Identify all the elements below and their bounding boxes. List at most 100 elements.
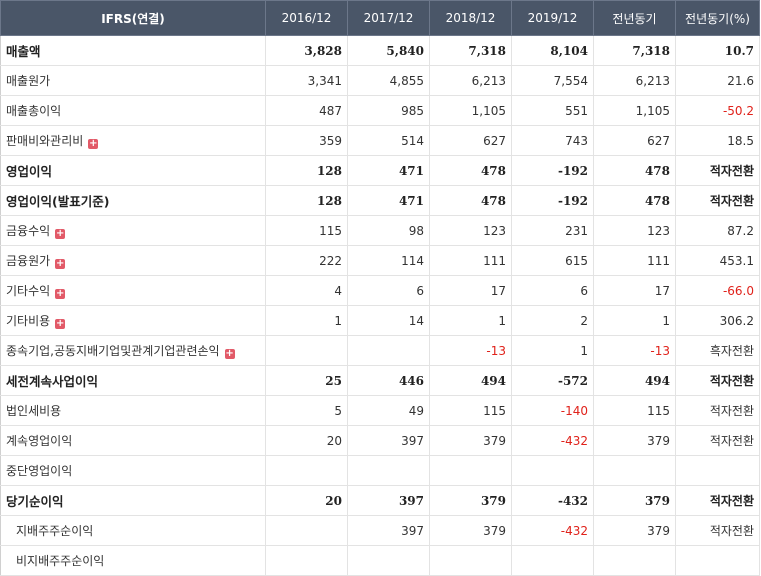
change-cell: -50.2 xyxy=(675,95,760,126)
plus-icon[interactable]: + xyxy=(55,258,66,269)
value-cell: 397 xyxy=(347,425,430,456)
value-cell xyxy=(511,545,594,576)
value-cell: 25 xyxy=(265,365,348,396)
value-cell: 478 xyxy=(593,185,676,216)
value-cell: 7,318 xyxy=(593,35,676,66)
change-cell: 21.6 xyxy=(675,65,760,96)
value-cell: -432 xyxy=(511,515,594,546)
value-cell: 3,828 xyxy=(265,35,348,66)
value-cell: 1,105 xyxy=(593,95,676,126)
row-label: 판매비와관리비 xyxy=(6,134,84,148)
value-cell: 123 xyxy=(593,215,676,246)
value-cell xyxy=(593,545,676,576)
table-row: 기타비용 +1 14 1 2 1 306.2 xyxy=(0,305,760,336)
row-label-cell: 중단영업이익 xyxy=(0,455,266,486)
header-2018: 2018/12 xyxy=(429,0,512,36)
value-cell: 379 xyxy=(429,485,512,516)
change-cell: 적자전환 xyxy=(675,185,760,216)
table-row: 종속기업,공동지배기업및관계기업관련손익 + -13 1 -13 흑자전환 xyxy=(0,335,760,366)
value-cell: 379 xyxy=(593,515,676,546)
header-prev-period-pct: 전년동기(%) xyxy=(675,0,760,36)
value-cell: -192 xyxy=(511,155,594,186)
value-cell xyxy=(593,455,676,486)
change-cell: 적자전환 xyxy=(675,395,760,426)
change-cell: 453.1 xyxy=(675,245,760,276)
table-row: 판매비와관리비 +359 514 627 743 627 18.5 xyxy=(0,125,760,156)
value-cell: 615 xyxy=(511,245,594,276)
value-cell: 1 xyxy=(593,305,676,336)
row-label-cell: 비지배주주순이익 xyxy=(0,545,266,576)
value-cell: -432 xyxy=(511,485,594,516)
row-label-cell[interactable]: 종속기업,공동지배기업및관계기업관련손익 + xyxy=(0,335,266,366)
value-cell: 98 xyxy=(347,215,430,246)
table-row: 기타수익 +4 6 17 6 17 -66.0 xyxy=(0,275,760,306)
value-cell: 5,840 xyxy=(347,35,430,66)
value-cell xyxy=(347,335,430,366)
value-cell: 6 xyxy=(511,275,594,306)
value-cell xyxy=(347,545,430,576)
plus-icon[interactable]: + xyxy=(55,318,66,329)
header-prev-period: 전년동기 xyxy=(593,0,676,36)
value-cell: 985 xyxy=(347,95,430,126)
row-label-cell: 매출원가 xyxy=(0,65,266,96)
value-cell: 49 xyxy=(347,395,430,426)
row-label: 금융수익 xyxy=(6,224,51,238)
plus-icon[interactable]: + xyxy=(88,138,99,149)
value-cell: 7,318 xyxy=(429,35,512,66)
value-cell: 7,554 xyxy=(511,65,594,96)
value-cell: -13 xyxy=(593,335,676,366)
row-label: 기타비용 xyxy=(6,314,51,328)
value-cell: 551 xyxy=(511,95,594,126)
row-label: 영업이익(발표기준) xyxy=(6,194,110,209)
value-cell: 1 xyxy=(511,335,594,366)
plus-icon[interactable]: + xyxy=(55,288,66,299)
row-label-cell: 영업이익(발표기준) xyxy=(0,185,266,216)
row-label: 매출총이익 xyxy=(6,104,62,118)
row-label-cell: 영업이익 xyxy=(0,155,266,186)
change-cell: -66.0 xyxy=(675,275,760,306)
row-label-cell[interactable]: 금융수익 + xyxy=(0,215,266,246)
table-row: 비지배주주순이익 xyxy=(0,545,760,576)
value-cell: 111 xyxy=(593,245,676,276)
table-row: 중단영업이익 xyxy=(0,455,760,486)
table-row: 지배주주순이익 397 379 -432 379 적자전환 xyxy=(0,515,760,546)
value-cell: 478 xyxy=(429,185,512,216)
value-cell xyxy=(265,515,348,546)
value-cell: 14 xyxy=(347,305,430,336)
value-cell: 627 xyxy=(593,125,676,156)
row-label-cell[interactable]: 판매비와관리비 + xyxy=(0,125,266,156)
value-cell xyxy=(511,455,594,486)
row-label-cell[interactable]: 기타비용 + xyxy=(0,305,266,336)
header-2019: 2019/12 xyxy=(511,0,594,36)
header-row: IFRS(연결) 2016/12 2017/12 2018/12 2019/12… xyxy=(0,0,760,36)
value-cell xyxy=(265,545,348,576)
header-2016: 2016/12 xyxy=(265,0,348,36)
value-cell: 17 xyxy=(429,275,512,306)
row-label: 법인세비용 xyxy=(6,404,62,418)
value-cell: 4,855 xyxy=(347,65,430,96)
table-row: 세전계속사업이익 25 446 494 -572 494 적자전환 xyxy=(0,365,760,396)
value-cell: -432 xyxy=(511,425,594,456)
value-cell xyxy=(347,455,430,486)
change-cell: 흑자전환 xyxy=(675,335,760,366)
value-cell: 2 xyxy=(511,305,594,336)
value-cell xyxy=(429,545,512,576)
value-cell: -140 xyxy=(511,395,594,426)
change-cell: 적자전환 xyxy=(675,485,760,516)
row-label-cell: 계속영업이익 xyxy=(0,425,266,456)
row-label: 매출액 xyxy=(6,44,41,59)
table-row: 법인세비용 5 49 115 -140 115 적자전환 xyxy=(0,395,760,426)
change-cell: 적자전환 xyxy=(675,155,760,186)
change-cell: 18.5 xyxy=(675,125,760,156)
value-cell: 487 xyxy=(265,95,348,126)
value-cell: 1,105 xyxy=(429,95,512,126)
row-label-cell: 지배주주순이익 xyxy=(0,515,266,546)
plus-icon[interactable]: + xyxy=(224,348,235,359)
row-label-cell[interactable]: 금융원가 + xyxy=(0,245,266,276)
value-cell: 3,341 xyxy=(265,65,348,96)
row-label-cell[interactable]: 기타수익 + xyxy=(0,275,266,306)
table-row: 영업이익 128 471 478 -192 478 적자전환 xyxy=(0,155,760,186)
value-cell: 743 xyxy=(511,125,594,156)
plus-icon[interactable]: + xyxy=(55,228,66,239)
value-cell: 379 xyxy=(593,485,676,516)
